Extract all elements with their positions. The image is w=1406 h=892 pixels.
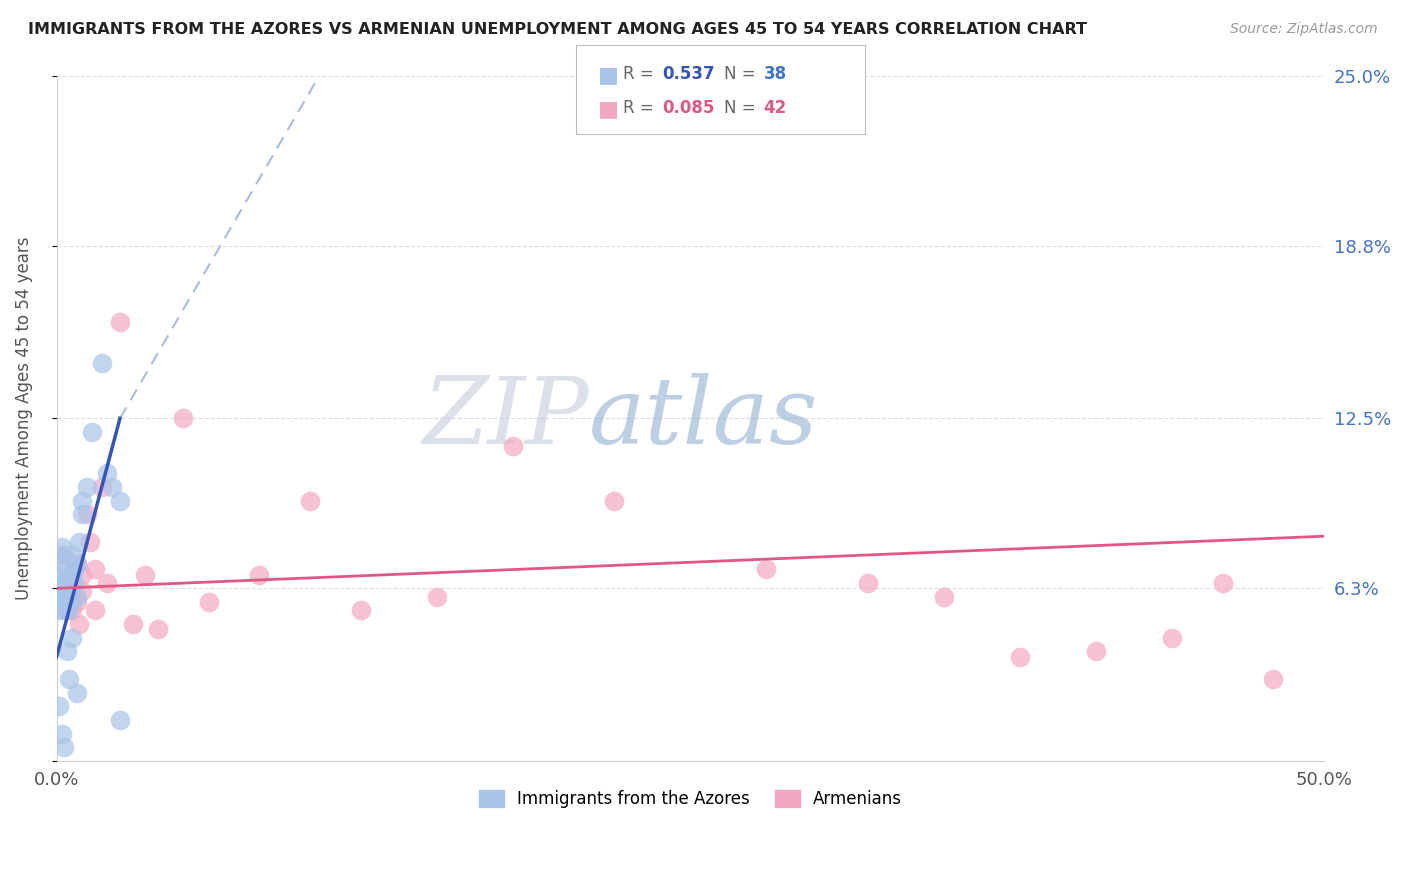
- Text: 38: 38: [763, 65, 786, 83]
- Text: ZIP: ZIP: [422, 373, 589, 463]
- Point: [63, 575, 86, 590]
- Point: [48, 590, 70, 604]
- Point: [121, 617, 143, 632]
- Point: [502, 439, 524, 453]
- Point: [48, 603, 70, 617]
- Text: R =: R =: [623, 65, 659, 83]
- Point: [350, 603, 373, 617]
- Point: [101, 480, 124, 494]
- Legend: Immigrants from the Azores, Armenians: Immigrants from the Azores, Armenians: [472, 783, 908, 814]
- Point: [58, 603, 80, 617]
- Point: [51, 726, 73, 740]
- Point: [108, 493, 131, 508]
- Point: [70, 567, 93, 582]
- Point: [53, 549, 76, 563]
- Text: 0.085: 0.085: [662, 99, 714, 117]
- Point: [55, 603, 77, 617]
- Text: Source: ZipAtlas.com: Source: ZipAtlas.com: [1230, 22, 1378, 37]
- Point: [96, 575, 118, 590]
- Text: ■: ■: [598, 99, 619, 119]
- Point: [299, 493, 322, 508]
- Point: [51, 557, 73, 571]
- Point: [96, 466, 118, 480]
- Point: [55, 644, 77, 658]
- Point: [82, 425, 104, 439]
- Point: [66, 557, 89, 571]
- Point: [197, 595, 219, 609]
- Point: [91, 480, 114, 494]
- Text: atlas: atlas: [589, 373, 818, 463]
- Point: [146, 623, 169, 637]
- Point: [51, 540, 73, 554]
- Point: [932, 590, 955, 604]
- Point: [70, 508, 93, 522]
- Point: [58, 590, 80, 604]
- Point: [58, 672, 80, 686]
- Point: [53, 740, 76, 755]
- Point: [755, 562, 778, 576]
- Point: [55, 595, 77, 609]
- Point: [108, 315, 131, 329]
- Point: [58, 590, 80, 604]
- Text: N =: N =: [724, 65, 761, 83]
- Point: [1084, 644, 1107, 658]
- Point: [60, 575, 83, 590]
- Point: [134, 567, 156, 582]
- Point: [1263, 672, 1285, 686]
- Point: [51, 595, 73, 609]
- Text: 42: 42: [763, 99, 787, 117]
- Point: [66, 590, 89, 604]
- Point: [247, 567, 270, 582]
- Text: 0.537: 0.537: [662, 65, 714, 83]
- Point: [70, 493, 93, 508]
- Point: [172, 411, 194, 425]
- Point: [53, 590, 76, 604]
- Point: [66, 557, 89, 571]
- Point: [76, 480, 98, 494]
- Point: [53, 603, 76, 617]
- Point: [60, 549, 83, 563]
- Text: ■: ■: [598, 65, 619, 85]
- Point: [108, 713, 131, 727]
- Point: [55, 584, 77, 599]
- Point: [53, 575, 76, 590]
- Point: [70, 584, 93, 599]
- Point: [53, 595, 76, 609]
- Text: R =: R =: [623, 99, 659, 117]
- Y-axis label: Unemployment Among Ages 45 to 54 years: Unemployment Among Ages 45 to 54 years: [15, 236, 32, 600]
- Point: [55, 575, 77, 590]
- Point: [79, 534, 101, 549]
- Point: [60, 603, 83, 617]
- Point: [60, 567, 83, 582]
- Point: [51, 575, 73, 590]
- Point: [76, 508, 98, 522]
- Point: [66, 685, 89, 699]
- Point: [48, 567, 70, 582]
- Point: [67, 534, 90, 549]
- Text: N =: N =: [724, 99, 761, 117]
- Point: [1161, 631, 1184, 645]
- Point: [426, 590, 449, 604]
- Point: [856, 575, 879, 590]
- Point: [603, 493, 626, 508]
- Text: IMMIGRANTS FROM THE AZORES VS ARMENIAN UNEMPLOYMENT AMONG AGES 45 TO 54 YEARS CO: IMMIGRANTS FROM THE AZORES VS ARMENIAN U…: [28, 22, 1087, 37]
- Point: [63, 590, 86, 604]
- Point: [83, 603, 105, 617]
- Point: [63, 562, 86, 576]
- Point: [91, 356, 114, 370]
- Point: [51, 549, 73, 563]
- Point: [53, 590, 76, 604]
- Point: [63, 562, 86, 576]
- Point: [66, 595, 89, 609]
- Point: [1212, 575, 1234, 590]
- Point: [67, 617, 90, 632]
- Point: [60, 631, 83, 645]
- Point: [83, 562, 105, 576]
- Point: [48, 699, 70, 714]
- Point: [1008, 649, 1031, 664]
- Point: [58, 595, 80, 609]
